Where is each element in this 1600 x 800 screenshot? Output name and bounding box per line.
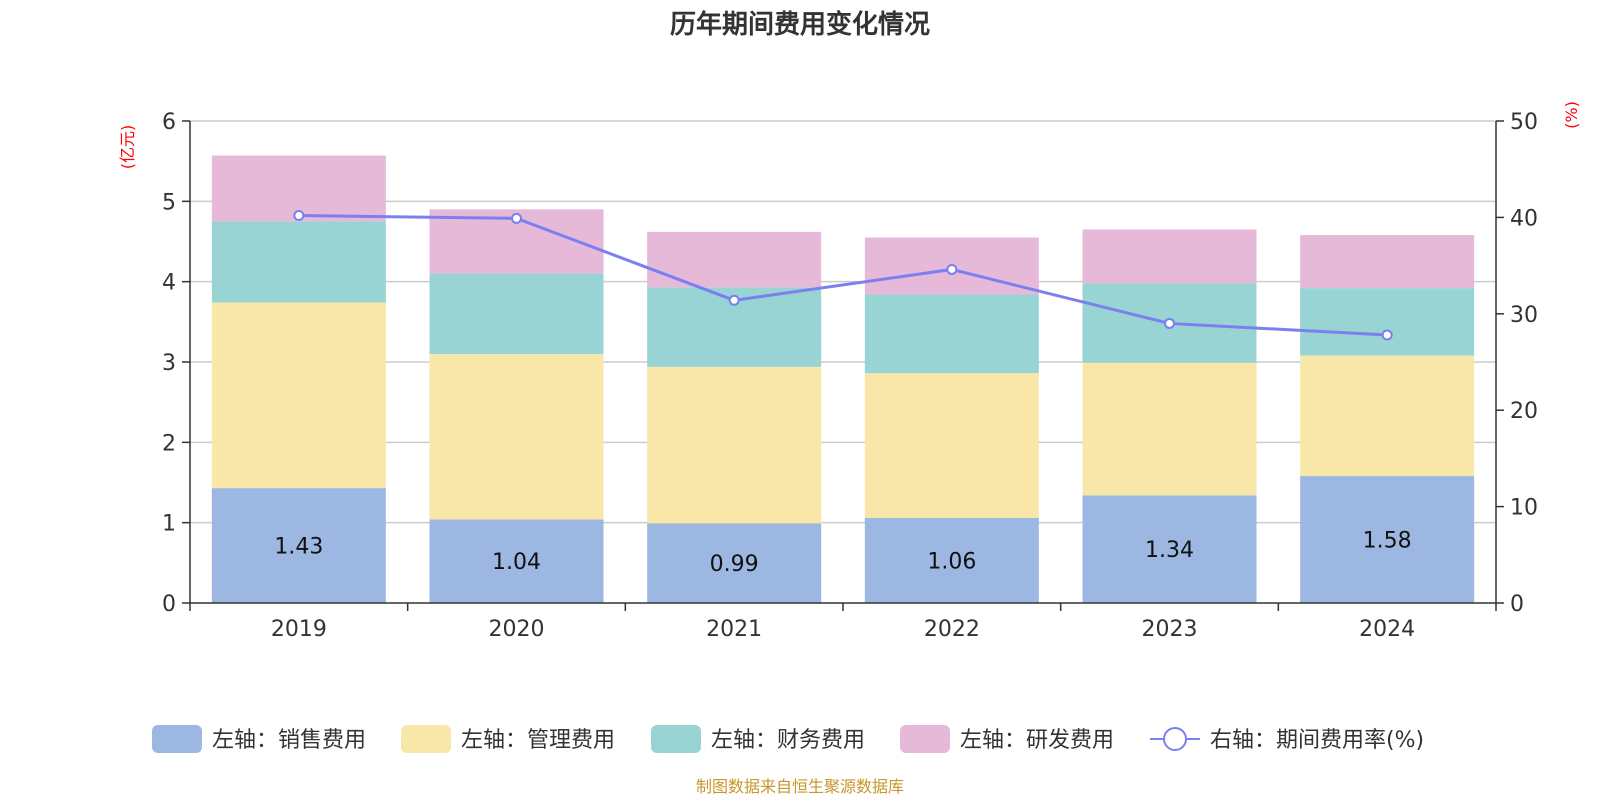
line-point-2023	[1164, 317, 1175, 329]
bar-series3-2024	[1300, 235, 1475, 289]
bar-label-2021: 0.99	[710, 552, 759, 577]
legend-line-marker	[1163, 727, 1187, 751]
right-axis-unit: (%)	[1562, 101, 1581, 129]
bar-series0-2020	[429, 519, 604, 603]
left-tick-label: 6	[162, 110, 176, 135]
bar-series1-2023	[1082, 362, 1257, 496]
right-tick-label: 0	[1510, 592, 1524, 617]
right-tick-label: 30	[1510, 303, 1538, 328]
bar-label-2024: 1.58	[1363, 529, 1412, 554]
legend-label-1: 左轴：管理费用	[461, 728, 615, 753]
legend-swatch-0	[152, 725, 202, 753]
line-point-2024	[1381, 329, 1393, 341]
bar-series1-2024	[1300, 355, 1475, 477]
bar-label-2023: 1.34	[1145, 538, 1194, 563]
bar-series1-2019	[211, 302, 386, 489]
bar-series2-2019	[211, 221, 386, 303]
line-point-2022	[946, 263, 958, 275]
line-point-2019	[293, 209, 305, 221]
bar-series0-2024	[1300, 476, 1475, 603]
x-tick-label: 2024	[1359, 617, 1415, 642]
left-tick-label: 4	[162, 271, 176, 296]
bar-series2-2022	[864, 294, 1039, 374]
left-tick-label: 0	[162, 592, 176, 617]
line-path	[298, 213, 1388, 337]
grid-lines	[190, 120, 1496, 524]
x-tick-label: 2022	[924, 617, 980, 642]
legend-swatch-3	[900, 725, 950, 753]
x-tick-label: 2019	[271, 617, 327, 642]
bar-series1-2021	[647, 366, 822, 524]
line-point-2021	[728, 294, 740, 306]
x-tick-label: 2020	[489, 617, 545, 642]
expense-rate-line	[293, 209, 1393, 341]
right-tick-label: 10	[1510, 496, 1538, 521]
bar-series0-2021	[647, 523, 822, 603]
legend: 左轴：销售费用 左轴：管理费用 左轴：财务费用 左轴：研发费用 右轴：期间费用率(%)	[152, 725, 1424, 753]
bar-series2-2020	[429, 273, 604, 354]
legend-label-2: 左轴：财务费用	[711, 728, 865, 753]
bar-label-2019: 1.43	[274, 535, 323, 560]
x-tick-label: 2023	[1142, 617, 1198, 642]
bar-label-2020: 1.04	[492, 550, 541, 575]
bar-series2-2024	[1300, 288, 1475, 356]
left-tick-label: 1	[162, 512, 176, 537]
bar-series0-2019	[211, 488, 386, 603]
bar-series3-2023	[1082, 229, 1257, 284]
bar-series1-2022	[864, 373, 1039, 518]
right-tick-label: 50	[1510, 110, 1538, 135]
legend-label-0: 左轴：销售费用	[212, 728, 366, 753]
bar-series1-2020	[429, 353, 604, 520]
right-tick-label: 40	[1510, 206, 1538, 231]
legend-swatch-2	[651, 725, 701, 753]
right-tick-label: 20	[1510, 399, 1538, 424]
chart-title: 历年期间费用变化情况	[670, 9, 930, 40]
x-tick-label: 2021	[706, 617, 762, 642]
bar-series0-2022	[864, 517, 1039, 603]
legend-label-4: 右轴：期间费用率(%)	[1210, 728, 1424, 753]
legend-swatch-1	[401, 725, 451, 753]
left-tick-label: 2	[162, 431, 176, 456]
axes: 0 1 2 3 4 5 6 0 10 20 30 40 50 2019 2020 2021 2022 2023 20…	[162, 110, 1538, 642]
left-axis-unit: (亿元)	[118, 125, 137, 170]
bars: 1.43 1.04 0.99 1.06 1.34 1.58	[211, 155, 1475, 603]
legend-label-3: 左轴：研发费用	[960, 728, 1114, 753]
left-tick-label: 3	[162, 351, 176, 376]
data-source: 制图数据来自恒生聚源数据库	[696, 777, 904, 796]
bar-series0-2023	[1082, 495, 1257, 603]
bar-label-2022: 1.06	[927, 549, 976, 574]
line-point-2020	[511, 212, 522, 224]
left-tick-label: 5	[162, 190, 176, 215]
